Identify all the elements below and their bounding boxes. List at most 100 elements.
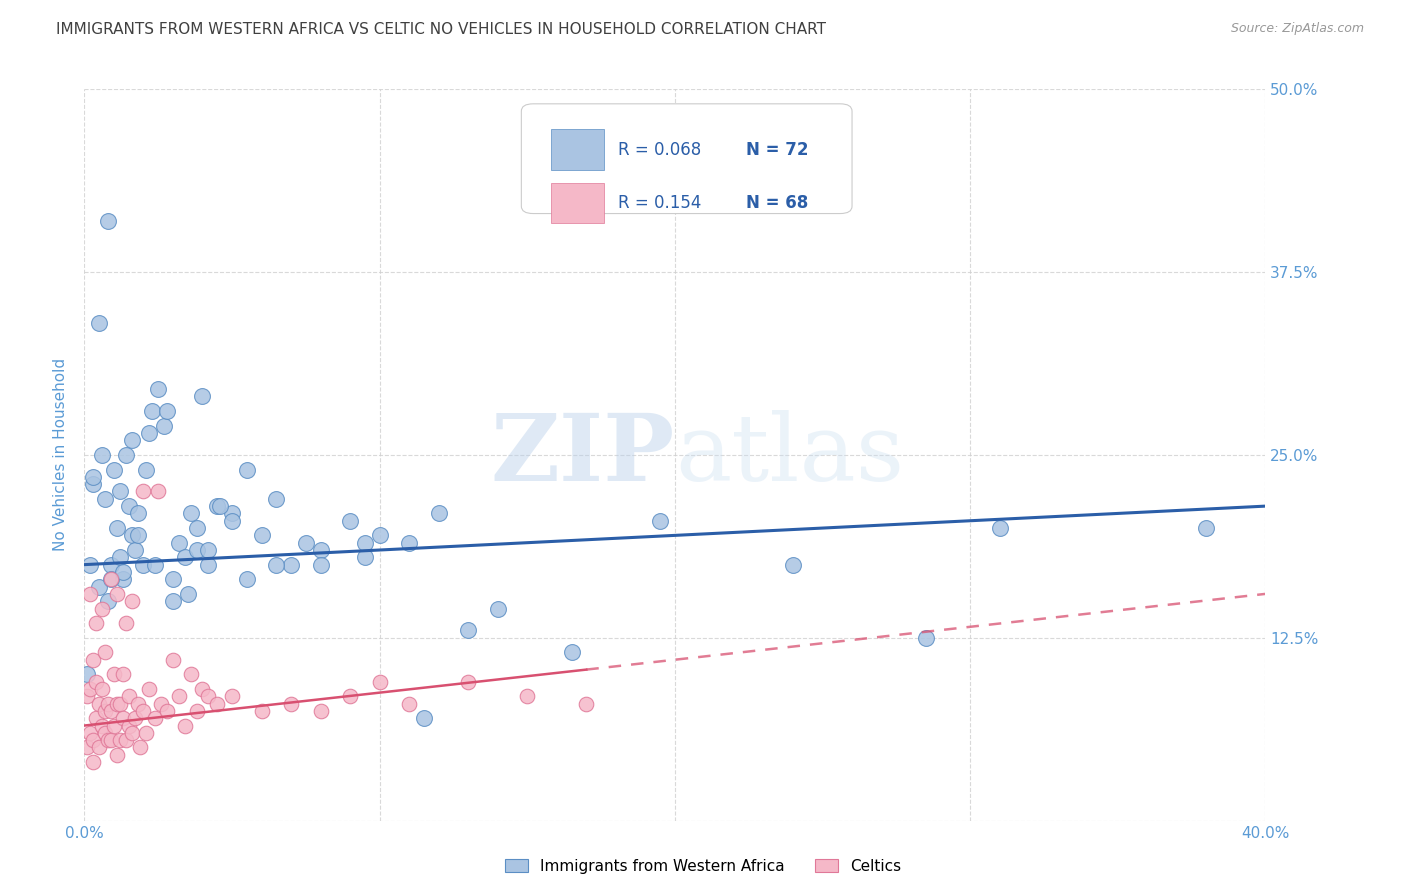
Point	[127, 528, 149, 542]
Point	[121, 528, 143, 542]
Point	[91, 601, 114, 615]
Point	[173, 718, 195, 732]
Point	[309, 704, 332, 718]
Point	[79, 726, 101, 740]
Point	[264, 558, 288, 572]
Point	[339, 514, 361, 528]
Point	[84, 711, 107, 725]
Point	[486, 601, 509, 615]
Point	[82, 755, 104, 769]
Point	[457, 674, 479, 689]
Point	[186, 704, 208, 718]
Point	[111, 572, 134, 586]
Point	[180, 507, 202, 521]
Point	[186, 521, 208, 535]
Point	[124, 711, 146, 725]
Point	[82, 733, 104, 747]
Legend: Immigrants from Western Africa, Celtics: Immigrants from Western Africa, Celtics	[499, 853, 907, 880]
Point	[108, 484, 131, 499]
Point	[118, 499, 141, 513]
FancyBboxPatch shape	[551, 183, 605, 223]
Point	[162, 572, 184, 586]
Point	[89, 697, 111, 711]
Point	[177, 587, 200, 601]
Point	[111, 711, 134, 725]
Point	[108, 550, 131, 565]
Point	[132, 558, 155, 572]
Point	[135, 462, 157, 476]
Point	[111, 667, 134, 681]
Point	[105, 697, 128, 711]
Point	[103, 718, 125, 732]
Point	[236, 572, 259, 586]
Point	[76, 690, 98, 704]
Point	[191, 681, 214, 696]
Text: N = 72: N = 72	[745, 141, 808, 159]
Y-axis label: No Vehicles in Household: No Vehicles in Household	[53, 359, 69, 551]
Point	[100, 704, 122, 718]
Point	[84, 616, 107, 631]
Point	[309, 558, 332, 572]
Point	[108, 733, 131, 747]
Point	[103, 462, 125, 476]
Point	[97, 697, 120, 711]
Point	[205, 697, 228, 711]
Point	[156, 704, 179, 718]
Point	[309, 543, 332, 558]
Point	[82, 653, 104, 667]
Point	[221, 690, 243, 704]
Point	[575, 697, 598, 711]
Point	[111, 565, 134, 579]
Text: N = 68: N = 68	[745, 194, 808, 212]
Point	[354, 550, 377, 565]
Point	[114, 616, 136, 631]
Text: R = 0.154: R = 0.154	[619, 194, 702, 212]
Point	[114, 448, 136, 462]
Point	[138, 425, 160, 440]
Point	[354, 535, 377, 549]
Point	[205, 499, 228, 513]
Point	[148, 484, 170, 499]
Point	[114, 733, 136, 747]
Point	[94, 704, 117, 718]
Point	[97, 214, 120, 228]
Point	[782, 558, 804, 572]
Text: R = 0.068: R = 0.068	[619, 141, 702, 159]
Point	[180, 667, 202, 681]
Point	[280, 558, 302, 572]
Point	[153, 418, 176, 433]
Point	[167, 690, 190, 704]
Point	[76, 667, 98, 681]
Point	[197, 543, 219, 558]
Point	[295, 535, 318, 549]
Text: atlas: atlas	[675, 410, 904, 500]
Point	[91, 681, 114, 696]
Point	[97, 733, 120, 747]
Point	[173, 550, 195, 565]
Point	[105, 521, 128, 535]
Point	[141, 404, 163, 418]
Point	[560, 645, 583, 659]
Point	[132, 704, 155, 718]
Point	[143, 558, 166, 572]
Point	[79, 558, 101, 572]
Point	[398, 697, 420, 711]
Point	[150, 697, 173, 711]
Point	[368, 674, 391, 689]
Point	[100, 558, 122, 572]
Point	[648, 514, 672, 528]
Point	[127, 507, 149, 521]
Point	[132, 484, 155, 499]
Point	[91, 448, 114, 462]
Point	[516, 690, 538, 704]
Point	[89, 580, 111, 594]
Point	[167, 535, 190, 549]
Point	[197, 690, 219, 704]
Point	[156, 404, 179, 418]
Point	[988, 521, 1011, 535]
Text: Source: ZipAtlas.com: Source: ZipAtlas.com	[1230, 22, 1364, 36]
Point	[280, 697, 302, 711]
Point	[914, 631, 936, 645]
Point	[148, 382, 170, 396]
Point	[103, 667, 125, 681]
